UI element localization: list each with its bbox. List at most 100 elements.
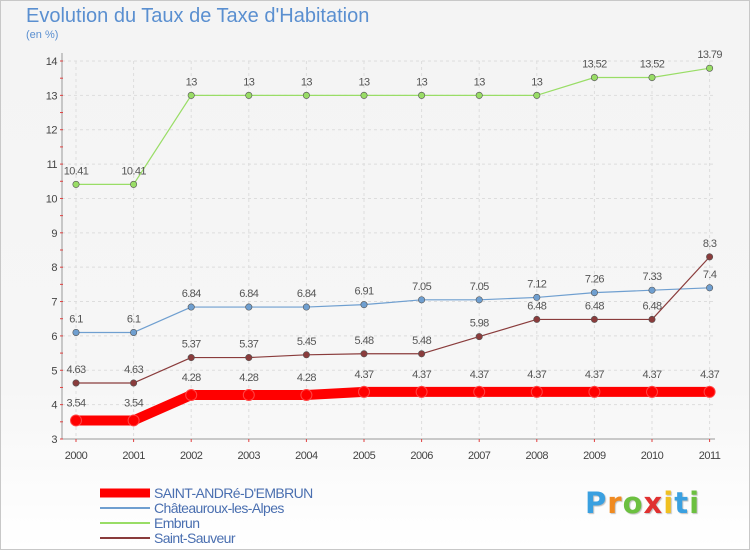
grid-lines — [62, 60, 715, 440]
proxiti-letter: t — [674, 486, 690, 520]
data-label: 5.37 — [239, 339, 258, 351]
data-label: 6.84 — [239, 288, 258, 300]
data-label: 4.63 — [66, 364, 85, 376]
y-tick-label: 5 — [51, 365, 57, 377]
data-point — [127, 414, 140, 427]
series-2 — [72, 64, 714, 188]
data-label: 4.37 — [700, 369, 719, 381]
y-tick-label: 11 — [47, 159, 58, 171]
data-label: 13 — [416, 76, 428, 88]
data-point — [130, 328, 138, 336]
series-3 — [72, 253, 714, 387]
data-point — [706, 64, 714, 72]
y-tick-label: 6 — [51, 331, 57, 343]
data-label: 7.05 — [412, 281, 431, 293]
data-point — [418, 91, 426, 99]
chart-unit-label: (en %) — [26, 29, 59, 41]
data-label: 6.1 — [127, 313, 141, 325]
y-tick-label: 8 — [51, 262, 57, 274]
data-label: 5.48 — [354, 335, 373, 347]
x-tick-label: 2002 — [180, 450, 203, 462]
y-tick-label: 12 — [46, 125, 58, 137]
data-point — [245, 354, 253, 362]
x-tick-label: 2007 — [468, 450, 491, 462]
data-label: 6.1 — [69, 313, 83, 325]
data-label: 13 — [186, 76, 198, 88]
proxiti-logo: Proxiti — [585, 486, 700, 520]
proxiti-letter: o — [622, 486, 644, 520]
data-point — [187, 91, 195, 99]
data-label: 7.26 — [585, 274, 604, 286]
y-tick-label: 9 — [51, 228, 57, 240]
data-point — [302, 303, 310, 311]
data-label: 13.52 — [640, 58, 665, 70]
data-point — [703, 385, 716, 398]
data-point — [358, 385, 370, 398]
data-point — [187, 354, 195, 362]
series-1 — [72, 284, 714, 336]
data-label: 5.37 — [182, 339, 201, 351]
chart-title: Evolution du Taux de Taxe d'Habitation — [26, 5, 370, 27]
legend-label: Embrun — [154, 515, 199, 531]
data-label: 4.37 — [585, 369, 604, 381]
data-point — [533, 91, 541, 99]
series-0 — [70, 385, 716, 427]
data-label: 13 — [243, 76, 255, 88]
y-tick-label: 7 — [51, 297, 57, 309]
data-label: 4.37 — [642, 369, 661, 381]
legend-label: SAINT-ANDRé-D'EMBRUN — [154, 485, 313, 501]
data-label: 6.48 — [527, 300, 546, 312]
data-label: 4.37 — [527, 369, 546, 381]
data-label: 13.79 — [697, 49, 722, 61]
data-point — [418, 296, 426, 304]
x-tick-label: 2009 — [583, 450, 606, 462]
y-tick-label: 4 — [51, 400, 57, 412]
data-label: 5.48 — [412, 335, 431, 347]
y-tick-label: 10 — [46, 193, 58, 205]
data-point — [130, 180, 138, 188]
x-tick-label: 2008 — [526, 450, 549, 462]
data-point — [185, 389, 198, 402]
proxiti-letter: P — [585, 486, 608, 520]
data-point — [475, 333, 483, 341]
data-label: 7.33 — [642, 271, 661, 283]
data-point — [706, 284, 714, 292]
y-tick-label: 3 — [51, 434, 57, 446]
data-label: 10.41 — [64, 165, 89, 177]
data-point — [70, 414, 82, 427]
x-tick-label: 2010 — [641, 450, 664, 462]
data-label: 4.28 — [239, 372, 258, 384]
legend — [100, 488, 150, 539]
data-point — [72, 328, 80, 336]
legend-label: Saint-Sauveur — [154, 530, 236, 546]
proxiti-letter: i — [663, 486, 675, 520]
y-tick-label: 14 — [46, 56, 58, 68]
data-label: 13.52 — [582, 58, 607, 70]
data-label: 4.37 — [470, 369, 489, 381]
data-point — [302, 91, 310, 99]
data-point — [588, 385, 601, 398]
data-point — [242, 389, 255, 402]
data-point — [648, 73, 656, 81]
data-point — [418, 350, 426, 358]
data-label: 4.37 — [412, 369, 431, 381]
x-tick-label: 2000 — [65, 450, 88, 462]
data-point — [72, 379, 80, 387]
data-point — [415, 385, 428, 398]
data-label: 6.48 — [585, 300, 604, 312]
data-point — [130, 379, 138, 387]
data-point — [646, 385, 658, 398]
x-tick-label: 2006 — [410, 450, 433, 462]
data-point — [648, 286, 656, 294]
data-point — [533, 293, 541, 301]
data-point — [475, 296, 483, 304]
x-tick-label: 2005 — [353, 450, 376, 462]
data-point — [648, 315, 656, 323]
data-point — [360, 350, 368, 358]
data-point — [72, 180, 80, 188]
data-label: 13 — [301, 76, 313, 88]
data-label: 3.54 — [124, 397, 143, 409]
data-point — [706, 253, 714, 261]
